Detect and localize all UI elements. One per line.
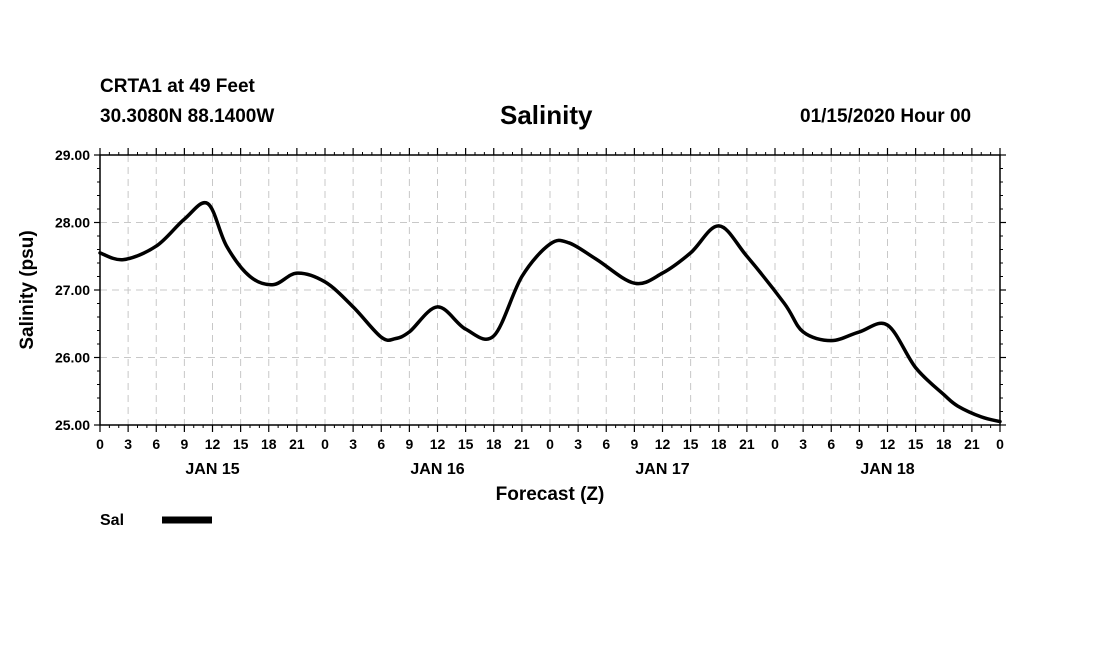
y-tick-labels: 25.00 26.00 27.00 28.00 29.00 [55,147,90,433]
x-tick-label: 21 [964,436,980,452]
x-tick-label: 15 [908,436,924,452]
x-tick-label: 3 [124,436,132,452]
day-label: JAN 17 [635,461,689,478]
x-tick-label: 21 [739,436,755,452]
y-axis-title: Salinity (psu) [17,230,38,349]
x-tick-label: 18 [486,436,502,452]
day-label: JAN 18 [860,461,914,478]
x-tick-label: 12 [880,436,896,452]
x-tick-label: 3 [574,436,582,452]
x-tick-label: 12 [655,436,671,452]
station-coordinates: 30.3080N 88.1400W [100,106,275,127]
x-tick-label: 6 [827,436,835,452]
day-label: JAN 16 [410,461,464,478]
legend: Sal [100,512,212,529]
x-axis-title: Forecast (Z) [496,484,605,505]
x-tick-label: 12 [430,436,446,452]
grid-lines [100,155,1000,425]
x-tick-label: 9 [180,436,188,452]
chart-title: Salinity [500,100,593,130]
station-name: CRTA1 at 49 Feet [100,76,255,97]
x-tick-label: 6 [377,436,385,452]
x-tick-label: 0 [546,436,554,452]
x-tick-label: 15 [683,436,699,452]
x-tick-label: 3 [799,436,807,452]
x-tick-label: 0 [771,436,779,452]
x-tick-labels: 0 3 6 9 12 15 18 21 0 3 6 9 12 15 18 21 0 3 6 9 12 15 18 21 0 3 6 9… [96,436,1004,452]
plot-frame [99,154,1001,426]
x-tick-label: 3 [349,436,357,452]
x-tick-label: 18 [936,436,952,452]
x-tick-label: 6 [152,436,160,452]
x-tick-label: 0 [996,436,1004,452]
forecast-run-time: 01/15/2020 Hour 00 [800,106,972,127]
x-tick-label: 0 [96,436,104,452]
x-tick-label: 9 [405,436,413,452]
y-tick-label: 26.00 [55,350,90,366]
series-line-sal [98,200,1002,424]
x-tick-label: 9 [855,436,863,452]
x-tick-label: 18 [261,436,277,452]
legend-label: Sal [100,512,124,529]
x-tick-label: 21 [289,436,305,452]
series-group [98,200,1002,424]
x-tick-label: 21 [514,436,530,452]
x-tick-label: 0 [321,436,329,452]
y-tick-label: 25.00 [55,417,90,433]
x-tick-label: 9 [630,436,638,452]
y-tick-label: 27.00 [55,282,90,298]
day-labels: JAN 15 JAN 16 JAN 17 JAN 18 [185,461,914,478]
x-tick-label: 15 [233,436,249,452]
x-tick-label: 12 [205,436,221,452]
x-tick-label: 15 [458,436,474,452]
y-tick-label: 29.00 [55,147,90,163]
x-tick-label: 6 [602,436,610,452]
day-label: JAN 15 [185,461,239,478]
y-tick-label: 28.00 [55,215,90,231]
x-tick-label: 18 [711,436,727,452]
